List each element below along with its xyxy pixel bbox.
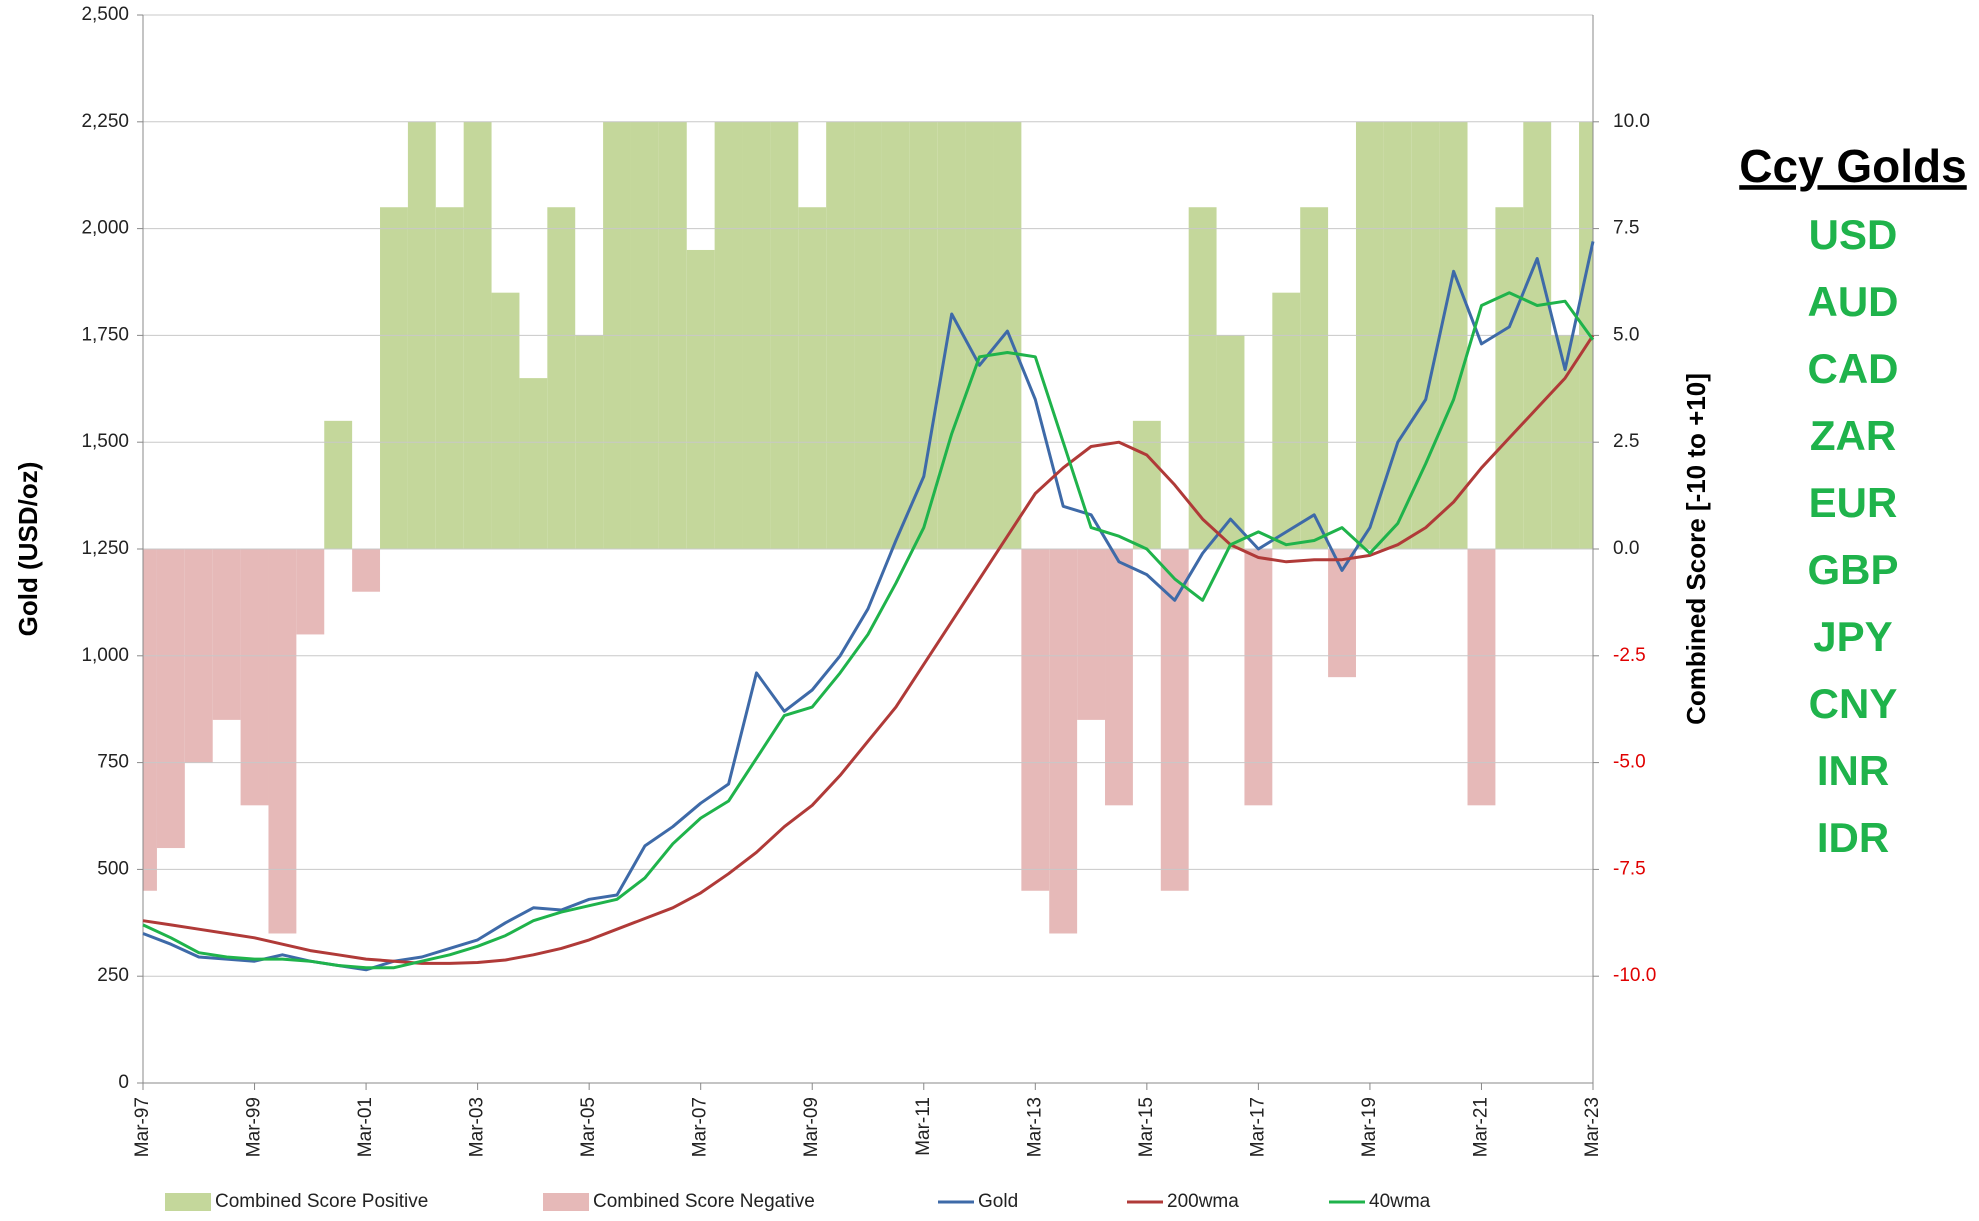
y-tick-label: 750 <box>97 752 129 773</box>
score-bar <box>686 249 715 549</box>
panel-item: CNY <box>1809 680 1898 727</box>
score-bar <box>547 207 576 550</box>
score-bar <box>380 207 408 550</box>
x-tick-label: Mar-15 <box>1136 1097 1157 1157</box>
y2-tick-label: -5.0 <box>1613 752 1646 773</box>
x-tick-label: Mar-09 <box>801 1097 822 1157</box>
score-bar <box>212 549 241 720</box>
y-tick-label: 2,500 <box>81 4 129 25</box>
score-bar <box>352 549 381 592</box>
x-tick-label: Mar-99 <box>244 1097 265 1157</box>
x-tick-label: Mar-97 <box>132 1097 153 1157</box>
line-series <box>142 334 1595 965</box>
x-tick-label: Mar-13 <box>1024 1097 1045 1157</box>
y-tick-label: 0 <box>118 1072 129 1093</box>
panel-item: IDR <box>1817 814 1889 861</box>
y2-tick-label: -7.5 <box>1613 858 1646 879</box>
y-tick-label: 1,750 <box>81 324 129 345</box>
score-bar <box>1272 292 1301 549</box>
score-bar <box>143 549 157 891</box>
panel-item: AUD <box>1808 278 1899 325</box>
legend-label: 40wma <box>1369 1191 1431 1212</box>
score-bar <box>240 549 269 806</box>
y-tick-label: 500 <box>97 858 129 879</box>
x-tick-label: Mar-17 <box>1247 1097 1268 1157</box>
score-bar <box>324 420 353 549</box>
y2-axis-title: Combined Score [-10 to +10] <box>1681 373 1711 725</box>
y-tick-label: 250 <box>97 965 129 986</box>
y2-tick-label: 2.5 <box>1613 431 1639 452</box>
score-bar <box>1160 549 1189 891</box>
y-tick-label: 2,000 <box>81 218 129 239</box>
score-bar <box>1105 549 1133 806</box>
panel-item: ZAR <box>1810 412 1896 459</box>
x-tick-label: Mar-23 <box>1582 1097 1603 1157</box>
score-bar <box>1467 549 1496 806</box>
y2-tick-label: -2.5 <box>1613 645 1646 666</box>
score-bar <box>491 292 520 549</box>
legend-label: 200wma <box>1167 1191 1239 1212</box>
score-bar <box>1244 549 1273 806</box>
x-tick-label: Mar-03 <box>467 1097 488 1157</box>
panel-title: Ccy Golds <box>1739 140 1967 192</box>
x-tick-label: Mar-01 <box>355 1097 376 1157</box>
y-tick-label: 1,500 <box>81 431 129 452</box>
grid <box>143 14 1593 1084</box>
panel-item: USD <box>1809 211 1898 258</box>
y2-tick-label: 7.5 <box>1613 218 1639 239</box>
x-tick-label: Mar-05 <box>578 1097 599 1157</box>
score-bar <box>1495 207 1524 550</box>
y2-tick-label: 0.0 <box>1613 538 1639 559</box>
score-bar <box>1077 549 1106 720</box>
panel-item: GBP <box>1807 546 1898 593</box>
line-series <box>142 241 1595 972</box>
legend-label: Combined Score Positive <box>215 1191 428 1212</box>
y-tick-label: 1,250 <box>81 538 129 559</box>
line-series <box>142 291 1595 970</box>
score-bar <box>1188 207 1217 550</box>
legend-label: Gold <box>978 1191 1018 1212</box>
y-axis-title: Gold (USD/oz) <box>13 462 43 637</box>
y2-tick-label: -10.0 <box>1613 965 1656 986</box>
score-bar <box>435 207 464 550</box>
score-bar <box>1049 549 1078 934</box>
x-tick-label: Mar-19 <box>1359 1097 1380 1157</box>
x-tick-label: Mar-11 <box>913 1097 934 1156</box>
score-bar <box>519 378 548 549</box>
legend-swatch <box>165 1193 211 1211</box>
score-bar <box>1132 420 1161 549</box>
score-areas <box>143 121 1593 934</box>
x-tick-label: Mar-21 <box>1470 1097 1491 1157</box>
score-bar <box>798 207 827 550</box>
panel-item: INR <box>1817 747 1889 794</box>
score-bar <box>1021 549 1050 891</box>
y2-tick-label: 5.0 <box>1613 324 1639 345</box>
x-tick-label: Mar-07 <box>690 1097 711 1157</box>
score-bar <box>296 549 325 635</box>
panel-item: JPY <box>1813 613 1892 660</box>
score-bar <box>268 549 297 934</box>
panel-item: CAD <box>1808 345 1899 392</box>
legend-swatch <box>543 1193 589 1211</box>
score-bar <box>156 549 185 849</box>
y-tick-label: 2,250 <box>81 111 129 132</box>
score-bar <box>1300 207 1329 550</box>
panel-item: EUR <box>1809 479 1898 526</box>
legend-label: Combined Score Negative <box>593 1191 815 1212</box>
y2-tick-label: 10.0 <box>1613 111 1650 132</box>
y-tick-label: 1,000 <box>81 645 129 666</box>
